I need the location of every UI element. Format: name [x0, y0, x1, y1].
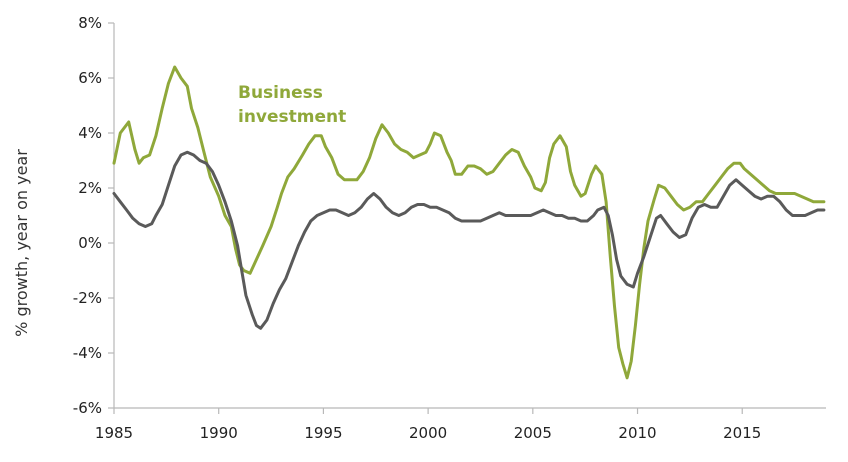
series-line-grey: [112, 150, 826, 330]
annotation-layer: Business investment: [238, 83, 346, 127]
annotation-line: investment: [238, 107, 346, 127]
x-tick-label: 2000: [409, 424, 447, 442]
y-tick-label: 0%: [78, 234, 102, 252]
series-line-business-investment: [112, 65, 826, 380]
y-tick-label: 2%: [78, 179, 102, 197]
y-tick-label: -6%: [73, 399, 102, 417]
y-axis-ticks: -6% -4% -2% 0% 2% 4% 6% 8%: [73, 14, 114, 417]
y-tick-label: -4%: [73, 344, 102, 362]
y-tick-label: 6%: [78, 69, 102, 87]
y-axis-label: % growth, year on year: [12, 149, 31, 337]
x-tick-label: 1990: [200, 424, 238, 442]
x-axis-ticks: 1985 1990 1995 2000 2005 2010 2015: [95, 408, 761, 442]
x-tick-label: 2005: [514, 424, 552, 442]
x-tick-label: 2010: [618, 424, 656, 442]
series-annotation: Business investment: [238, 83, 346, 127]
y-tick-label: 8%: [78, 14, 102, 32]
annotation-line: Business: [238, 83, 323, 103]
y-tick-label: -2%: [73, 289, 102, 307]
x-tick-label: 1985: [95, 424, 133, 442]
series-layer: [112, 65, 826, 380]
y-tick-label: 4%: [78, 124, 102, 142]
x-tick-label: 2015: [723, 424, 761, 442]
x-tick-label: 1995: [304, 424, 342, 442]
